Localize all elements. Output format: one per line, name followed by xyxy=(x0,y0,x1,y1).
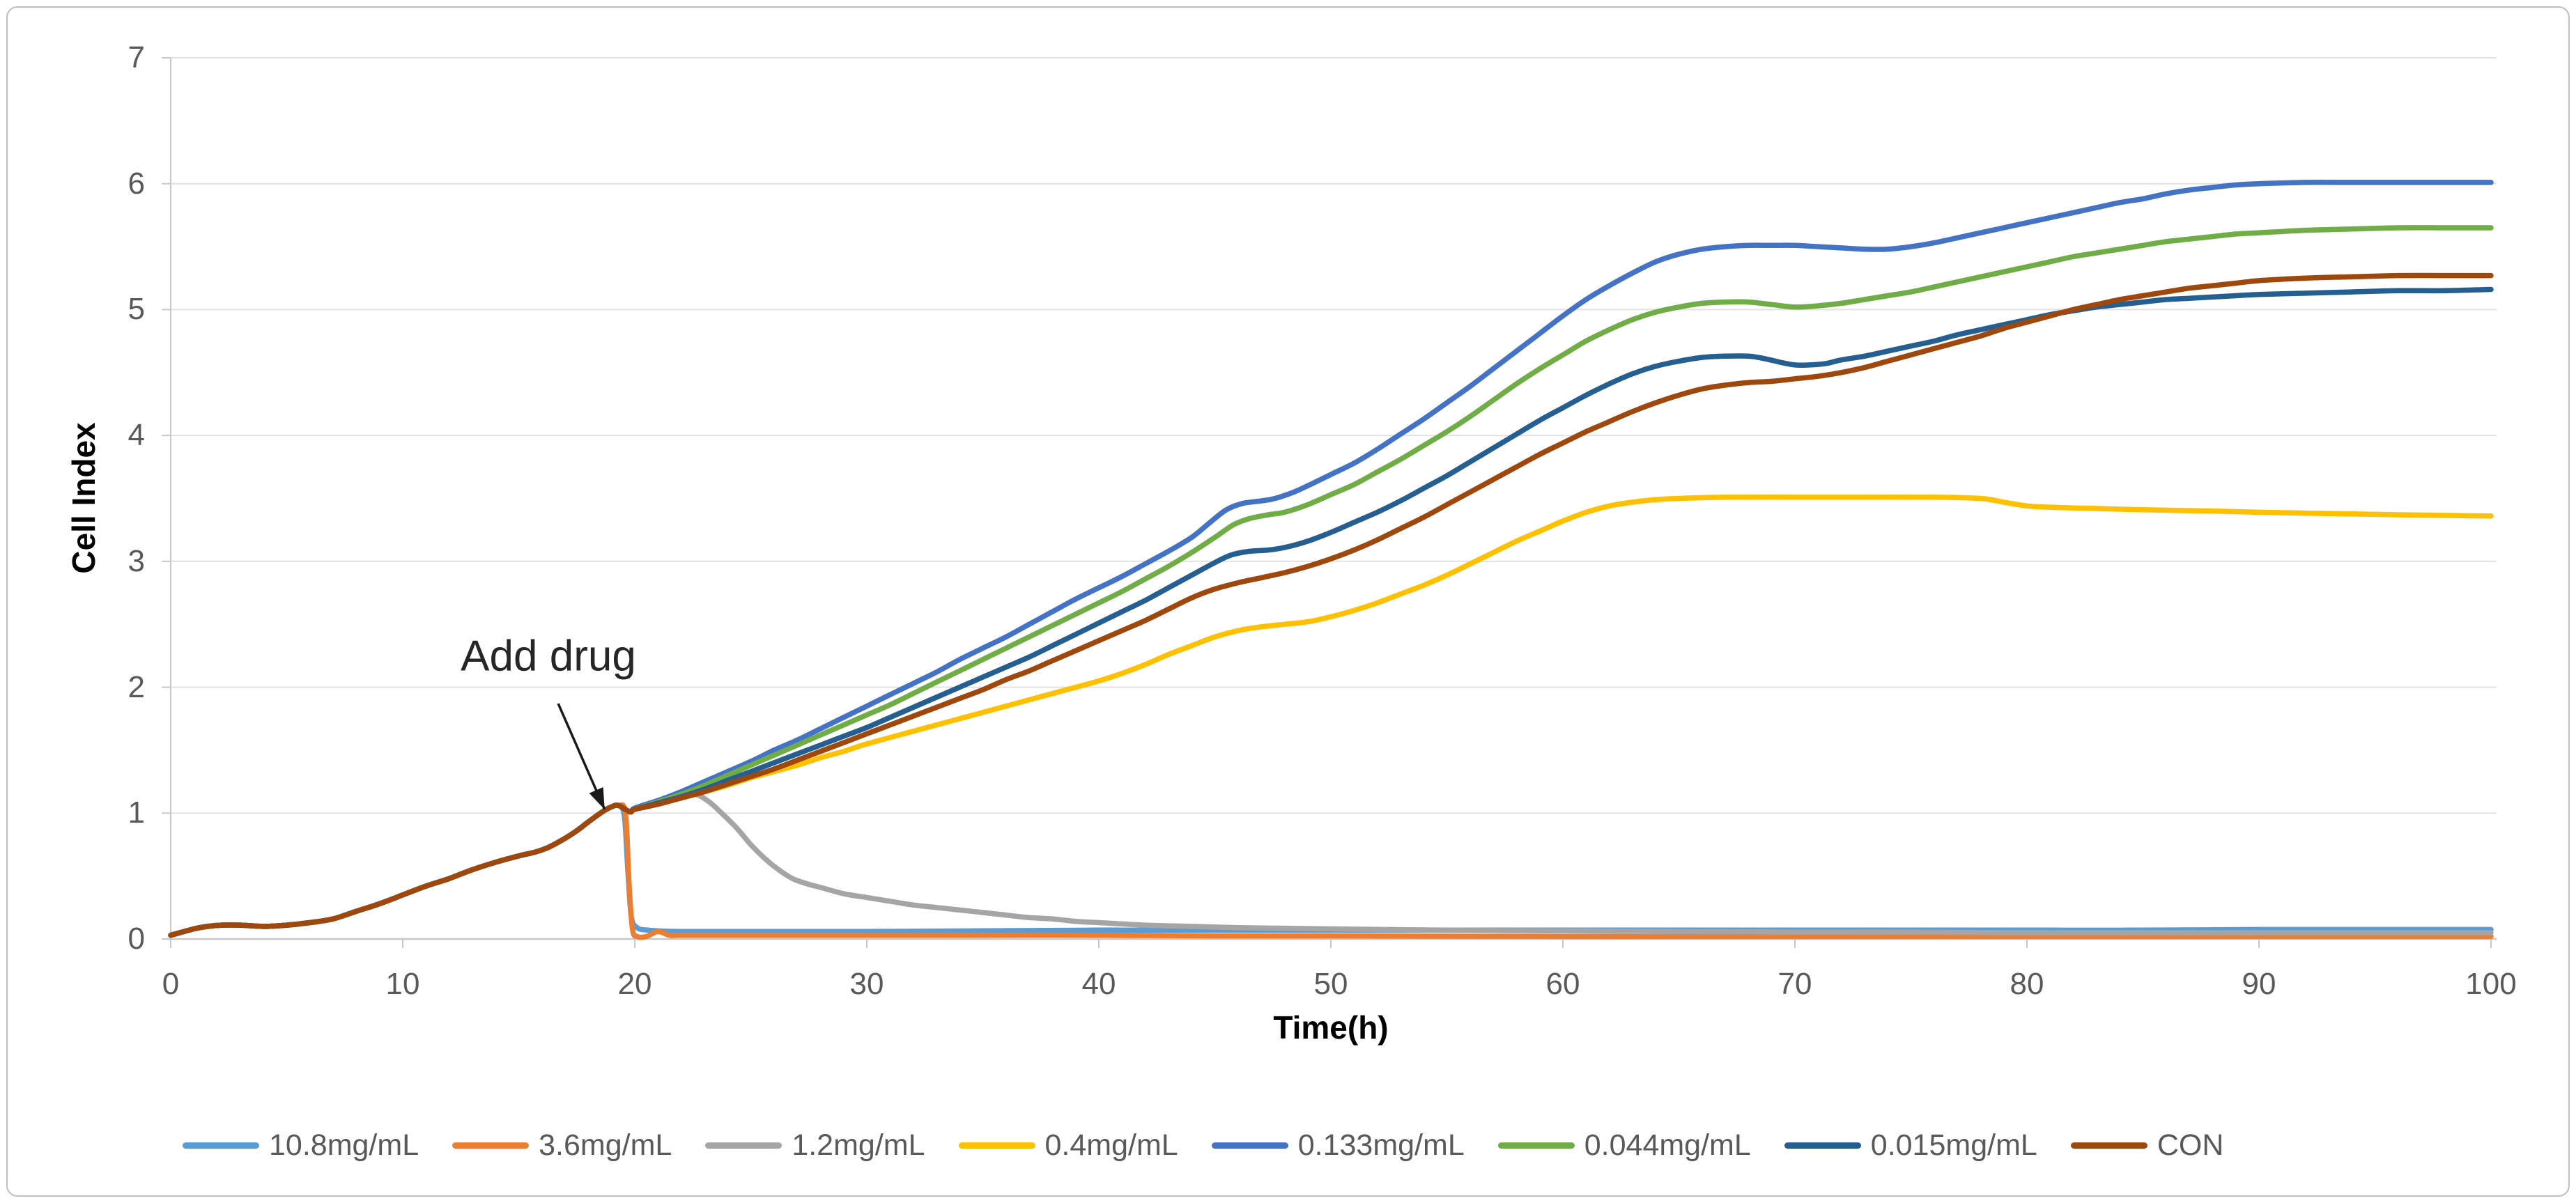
legend-item-0-133mg-ml: 0.133mg/mL xyxy=(1211,1128,1465,1163)
add-drug-arrowhead xyxy=(589,787,605,809)
legend-label: 0.044mg/mL xyxy=(1584,1128,1751,1162)
legend-item-10-8mg-ml: 10.8mg/mL xyxy=(183,1128,419,1163)
y-tick-label: 4 xyxy=(128,418,145,453)
legend-item-con: CON xyxy=(2070,1128,2224,1163)
x-tick-label: 70 xyxy=(1777,967,1812,1001)
series-line-0-044mg-ml xyxy=(168,225,2494,938)
x-tick-label: 20 xyxy=(617,967,652,1001)
legend-label: 0.015mg/mL xyxy=(1870,1128,2037,1162)
legend-swatch xyxy=(705,1142,782,1149)
y-tick-label: 2 xyxy=(128,669,145,704)
series-line-1-2mg-ml xyxy=(168,791,2494,938)
legend-label: 10.8mg/mL xyxy=(269,1128,419,1162)
x-tick-label: 100 xyxy=(2465,967,2517,1001)
legend-label: 1.2mg/mL xyxy=(792,1128,925,1162)
x-tick-label: 30 xyxy=(849,967,884,1001)
x-tick-label: 50 xyxy=(1313,967,1348,1001)
series-line-0-4mg-ml xyxy=(168,494,2494,938)
x-tick-label: 0 xyxy=(162,967,180,1001)
y-tick-label: 6 xyxy=(128,166,145,201)
legend-label: CON xyxy=(2157,1128,2224,1162)
series-line-3-6mg-ml xyxy=(168,802,2494,940)
x-tick-label: 10 xyxy=(385,967,420,1001)
x-tick-label: 40 xyxy=(1081,967,1116,1001)
legend-swatch xyxy=(958,1142,1035,1149)
series-line-10-8mg-ml xyxy=(168,802,2494,938)
legend-item-0-044mg-ml: 0.044mg/mL xyxy=(1497,1128,1751,1163)
legend-swatch xyxy=(452,1142,530,1149)
legend-swatch xyxy=(183,1142,259,1149)
y-tick-label: 3 xyxy=(128,543,145,578)
series-line-0-015mg-ml xyxy=(168,286,2494,938)
x-tick-label: 60 xyxy=(1545,967,1580,1001)
series-line-con xyxy=(168,272,2494,938)
x-axis-title: Time(h) xyxy=(1273,1009,1389,1046)
legend-swatch xyxy=(1211,1142,1288,1149)
y-tick-label: 1 xyxy=(128,795,145,830)
legend-swatch xyxy=(1497,1142,1575,1149)
legend-swatch xyxy=(2070,1142,2147,1149)
annotation-add-drug-text: Add drug xyxy=(461,632,636,681)
legend-item-0-015mg-ml: 0.015mg/mL xyxy=(1784,1128,2037,1163)
x-tick-label: 80 xyxy=(2010,967,2044,1001)
y-tick-label: 7 xyxy=(128,40,145,75)
legend-item-3-6mg-ml: 3.6mg/mL xyxy=(452,1128,672,1163)
legend-label: 3.6mg/mL xyxy=(539,1128,672,1162)
x-tick-label: 90 xyxy=(2242,967,2276,1001)
legend-item-1-2mg-ml: 1.2mg/mL xyxy=(705,1128,925,1163)
y-tick-label: 5 xyxy=(128,292,145,327)
y-tick-label: 0 xyxy=(128,922,145,956)
legend: 10.8mg/mL 3.6mg/mL 1.2mg/mL 0.4mg/mL 0.133mg… xyxy=(183,1128,2223,1163)
legend-label: 0.4mg/mL xyxy=(1044,1128,1178,1162)
figure-border xyxy=(6,6,2570,1197)
legend-swatch xyxy=(1784,1142,1861,1149)
legend-label: 0.133mg/mL xyxy=(1297,1128,1465,1162)
legend-item-0-4mg-ml: 0.4mg/mL xyxy=(958,1128,1178,1163)
